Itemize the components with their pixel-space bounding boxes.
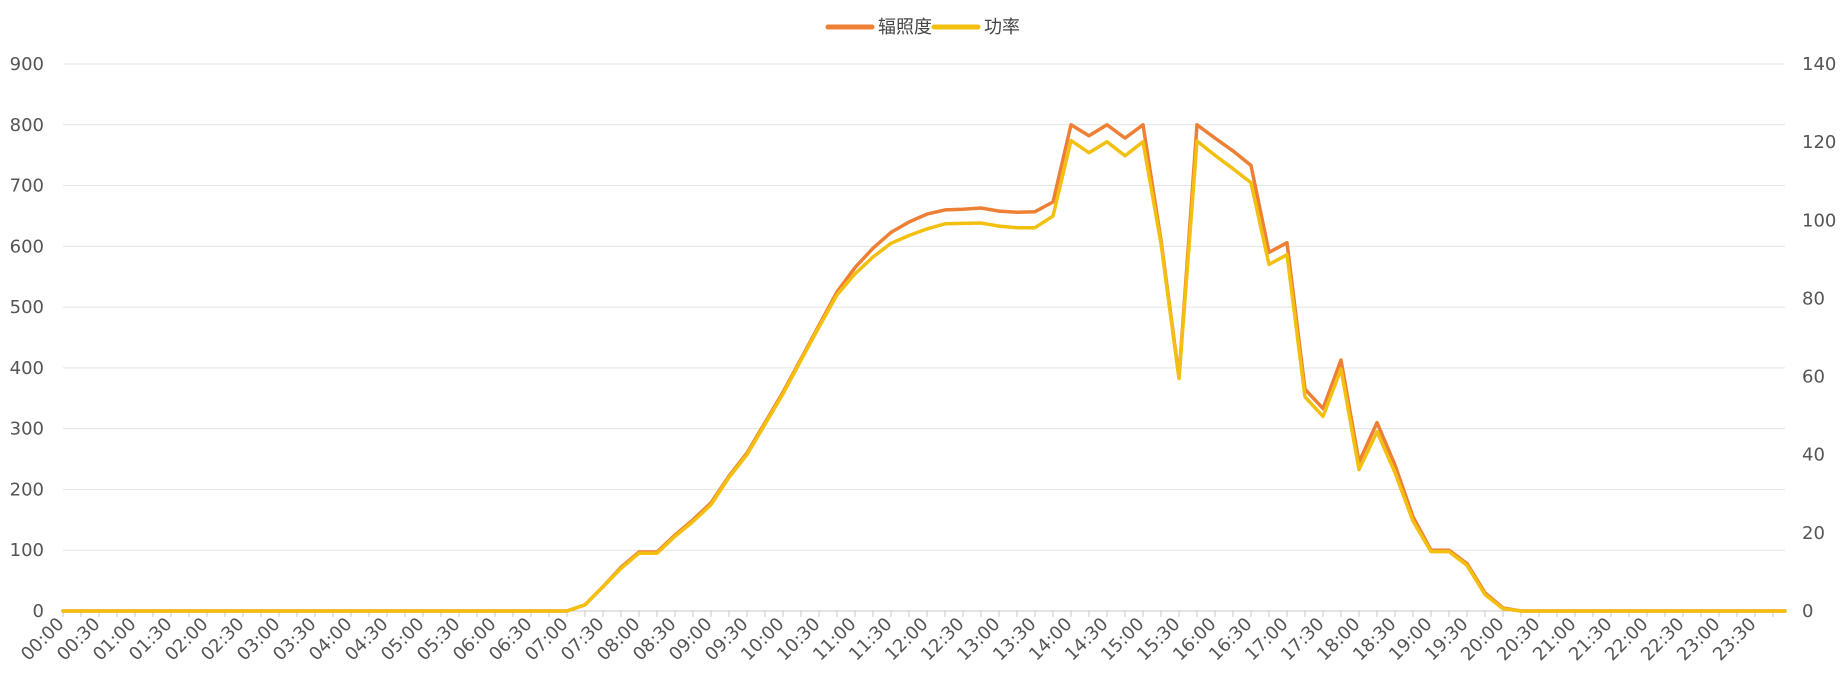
y-axis-right: 0 20 40 60 80 100 120 140 (1802, 54, 1836, 622)
y-axis-left: 0 100 200 300 400 500 600 700 800 900 (10, 54, 44, 622)
y2-tick-label: 100 (1802, 210, 1836, 231)
series-line-1 (61, 138, 1787, 613)
y-tick-label: 700 (10, 176, 44, 197)
y2-tick-label: 120 (1802, 132, 1836, 153)
grid-lines (63, 63, 1785, 612)
y-tick-label: 500 (10, 297, 44, 318)
y-tick-label: 0 (33, 601, 44, 622)
y-tick-label: 900 (10, 54, 44, 75)
y-tick-label: 300 (10, 419, 44, 440)
y2-tick-label: 80 (1802, 288, 1825, 309)
y2-tick-label: 20 (1802, 523, 1825, 544)
legend: 辐照度 功率 (825, 17, 1020, 38)
y2-tick-label: 60 (1802, 367, 1825, 388)
y-tick-label: 200 (10, 479, 44, 500)
y2-tick-label: 140 (1802, 54, 1836, 75)
y-tick-label: 800 (10, 115, 44, 136)
y2-tick-label: 0 (1802, 601, 1813, 622)
y-tick-label: 600 (10, 236, 44, 257)
legend-label: 功率 (984, 17, 1020, 38)
series-lines (61, 123, 1787, 613)
x-axis: 00:0000:3001:0001:3002:0002:3003:0003:30… (17, 611, 1774, 665)
y-tick-label: 400 (10, 358, 44, 379)
legend-label: 辐照度 (878, 17, 932, 38)
y-tick-label: 100 (10, 540, 44, 561)
y2-tick-label: 40 (1802, 445, 1825, 466)
